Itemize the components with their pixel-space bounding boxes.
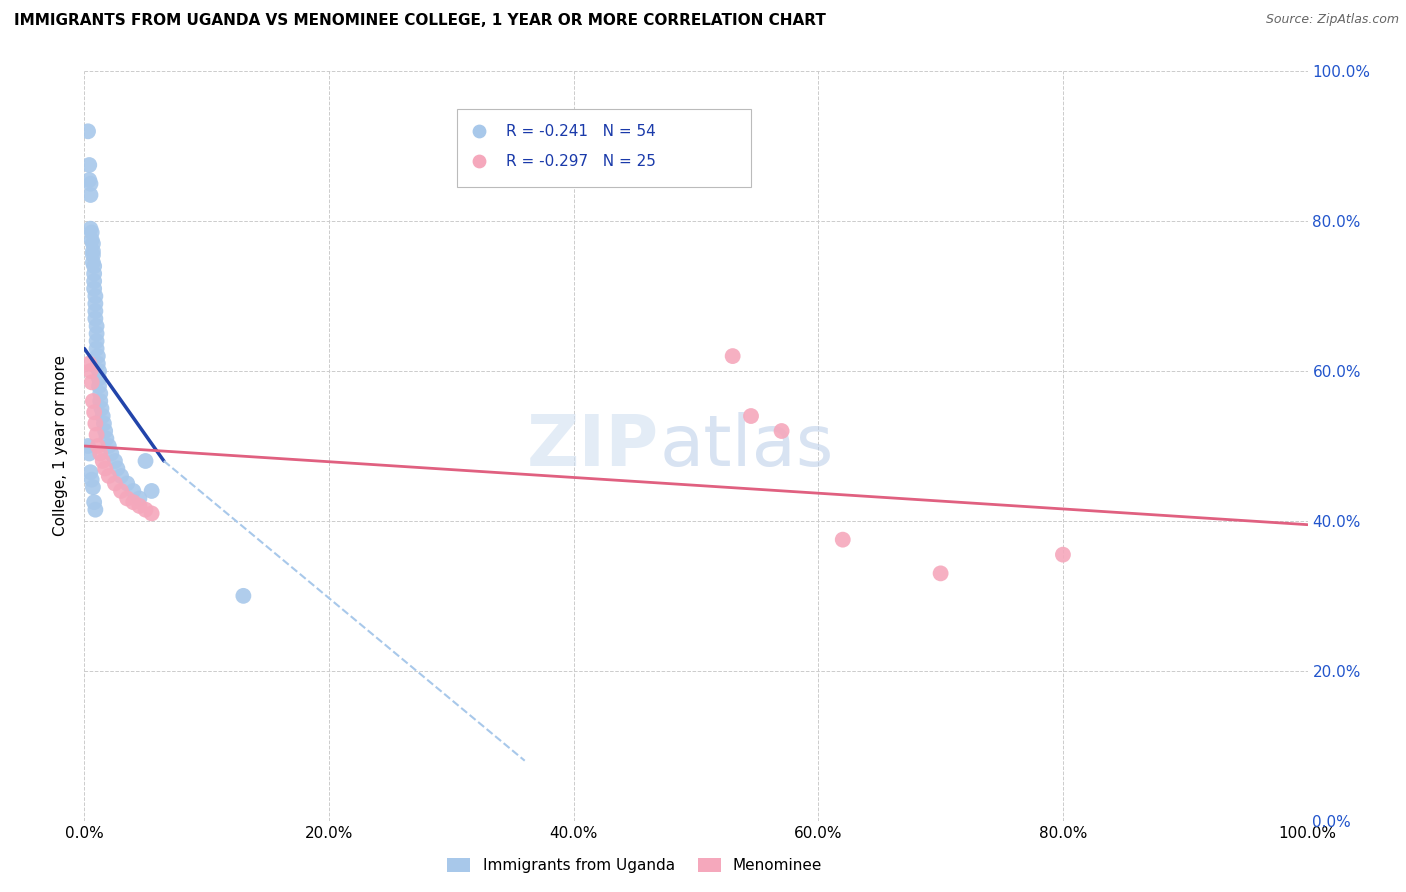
Point: [84, 417, 107, 431]
Point: [77, 446, 100, 460]
Point: [89, 386, 111, 401]
Point: [79, 364, 101, 378]
Point: [100, 446, 122, 460]
Point: [104, 454, 127, 468]
Point: [84, 296, 107, 310]
FancyBboxPatch shape: [457, 109, 751, 187]
Point: [721, 349, 744, 363]
Point: [1052, 548, 1074, 562]
Point: [83, 495, 105, 509]
Point: [468, 124, 491, 138]
Point: [86, 342, 108, 356]
Point: [80, 226, 103, 240]
Point: [82, 394, 104, 409]
Point: [89, 446, 111, 460]
Point: [79, 188, 101, 202]
Point: [79, 465, 101, 479]
Point: [110, 483, 132, 498]
Point: [831, 533, 853, 547]
Point: [82, 248, 104, 262]
Point: [86, 319, 108, 334]
Point: [91, 454, 114, 468]
Point: [87, 379, 110, 393]
Point: [83, 282, 105, 296]
Point: [77, 439, 100, 453]
Point: [87, 349, 110, 363]
Point: [79, 177, 101, 191]
Point: [115, 476, 138, 491]
Point: [122, 483, 145, 498]
Point: [104, 476, 127, 491]
Text: Source: ZipAtlas.com: Source: ZipAtlas.com: [1265, 13, 1399, 27]
Point: [87, 371, 110, 385]
Point: [135, 502, 157, 516]
Point: [77, 124, 100, 138]
Point: [82, 244, 104, 259]
Text: R = -0.241   N = 54: R = -0.241 N = 54: [506, 124, 657, 139]
Point: [141, 483, 163, 498]
Point: [77, 158, 100, 172]
Point: [929, 566, 952, 581]
Text: IMMIGRANTS FROM UGANDA VS MENOMINEE COLLEGE, 1 YEAR OR MORE CORRELATION CHART: IMMIGRANTS FROM UGANDA VS MENOMINEE COLL…: [14, 13, 825, 29]
Point: [80, 233, 103, 247]
Point: [84, 289, 107, 303]
Point: [110, 469, 132, 483]
Point: [135, 454, 157, 468]
Point: [79, 221, 101, 235]
Point: [77, 357, 100, 371]
Point: [80, 376, 103, 390]
Point: [90, 401, 112, 416]
Point: [97, 439, 120, 453]
Point: [232, 589, 254, 603]
Point: [86, 334, 108, 348]
Point: [740, 409, 762, 423]
Point: [77, 173, 100, 187]
Point: [128, 491, 150, 506]
Point: [87, 364, 110, 378]
Y-axis label: College, 1 year or more: College, 1 year or more: [53, 356, 69, 536]
Point: [87, 357, 110, 371]
Point: [91, 409, 114, 423]
Point: [84, 311, 107, 326]
Point: [94, 424, 117, 438]
Point: [84, 304, 107, 318]
Point: [468, 154, 491, 169]
Point: [80, 473, 103, 487]
Point: [86, 326, 108, 341]
Point: [82, 480, 104, 494]
Point: [83, 259, 105, 273]
Text: atlas: atlas: [659, 411, 834, 481]
Point: [82, 236, 104, 251]
Point: [96, 432, 118, 446]
Point: [97, 469, 120, 483]
Point: [94, 461, 117, 475]
Point: [82, 255, 104, 269]
Point: [84, 502, 107, 516]
Point: [83, 267, 105, 281]
Text: R = -0.297   N = 25: R = -0.297 N = 25: [506, 153, 657, 169]
Point: [122, 495, 145, 509]
Point: [83, 274, 105, 288]
Point: [105, 461, 128, 475]
Point: [770, 424, 793, 438]
Point: [83, 405, 105, 419]
Point: [87, 439, 110, 453]
Point: [93, 417, 115, 431]
Text: ZIP: ZIP: [527, 411, 659, 481]
Point: [89, 394, 111, 409]
Point: [86, 427, 108, 442]
Point: [115, 491, 138, 506]
Legend: Immigrants from Uganda, Menominee: Immigrants from Uganda, Menominee: [447, 858, 823, 873]
Point: [141, 507, 163, 521]
Point: [128, 499, 150, 513]
